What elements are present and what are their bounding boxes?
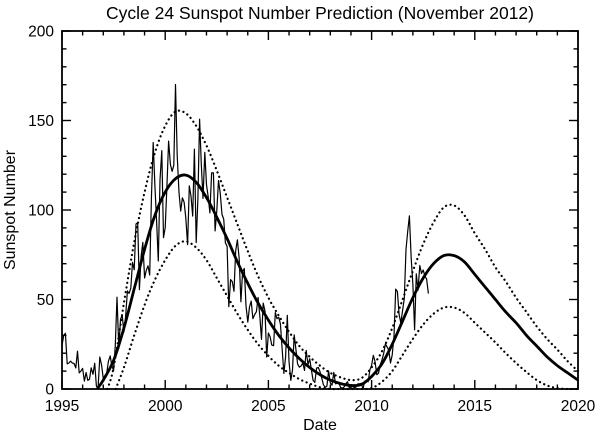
axes-frame [61,30,579,390]
plot-area: 1995 2000 2005 2010 2015 2020 0 50 100 150 200 [28,24,595,416]
x-tick-label: 1995 [45,398,79,415]
chart-title: Cycle 24 Sunspot Number Prediction (Nove… [106,3,534,23]
series-prediction-upper-uncertainty [106,109,580,391]
x-tick-label: 2020 [561,398,596,415]
y-tick-label: 100 [28,203,54,220]
x-axis-label: Date [303,417,337,434]
y-tick-label: 200 [28,24,54,41]
x-tick-label: 2005 [251,398,285,415]
y-tick-label: 50 [37,292,55,309]
y-tick-label: 0 [45,382,54,399]
x-tick-label: 2015 [458,398,492,415]
y-tick-label: 150 [28,113,54,130]
series-prediction-lower-uncertainty [114,240,580,391]
x-tick-label: 2010 [354,398,389,415]
y-axis-label: Sunspot Number [2,149,19,270]
series-predicted-sunspot-number [95,173,579,390]
x-tick-label: 2000 [148,398,183,415]
